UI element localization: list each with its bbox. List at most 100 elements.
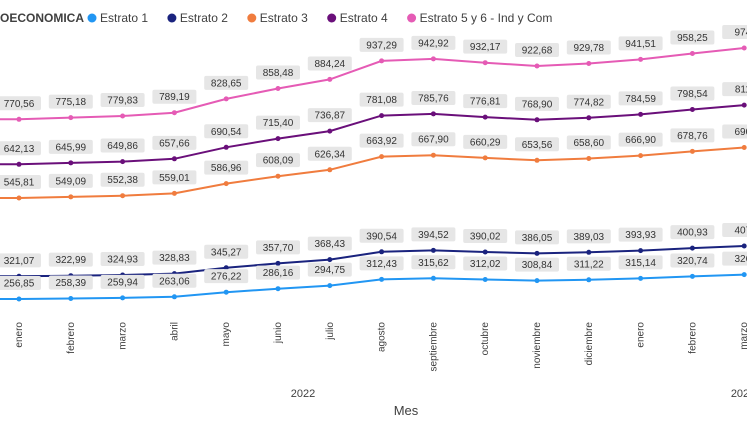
data-label: 828,65 xyxy=(211,78,242,89)
data-point[interactable] xyxy=(586,249,592,255)
x-tick-label: septiembre xyxy=(428,322,439,372)
data-label-bg xyxy=(256,153,300,168)
data-point[interactable] xyxy=(120,159,126,165)
data-point[interactable] xyxy=(223,265,229,271)
data-point[interactable] xyxy=(223,144,229,150)
data-point[interactable] xyxy=(689,273,695,279)
data-point[interactable] xyxy=(16,296,22,302)
data-point[interactable] xyxy=(327,167,333,173)
data-point[interactable] xyxy=(534,157,540,163)
data-point[interactable] xyxy=(689,148,695,154)
data-point[interactable] xyxy=(689,51,695,56)
data-label: 357,70 xyxy=(263,243,294,254)
data-point[interactable] xyxy=(16,161,22,167)
legend: OECONOMICA Estrato 1 Estrato 2 Estrato 3 Es… xyxy=(0,11,552,25)
data-point[interactable] xyxy=(586,115,592,121)
data-label-bg xyxy=(722,25,747,39)
data-point[interactable] xyxy=(171,190,177,196)
series-line xyxy=(0,146,745,199)
data-point[interactable] xyxy=(482,155,488,161)
data-point[interactable] xyxy=(327,283,333,289)
data-point[interactable] xyxy=(327,128,333,134)
data-label: 649,86 xyxy=(107,141,138,152)
data-label-bg xyxy=(152,135,197,150)
legend-entry[interactable]: Estrato 4 xyxy=(340,11,388,25)
data-point[interactable] xyxy=(638,248,644,254)
legend-entry[interactable]: Estrato 2 xyxy=(180,11,228,25)
data-point[interactable] xyxy=(586,61,592,66)
data-label-bg xyxy=(670,30,715,45)
data-point[interactable] xyxy=(171,110,177,116)
data-point[interactable] xyxy=(430,56,436,62)
data-point[interactable] xyxy=(120,193,126,199)
data-label-bg xyxy=(722,223,747,237)
data-label: 768,90 xyxy=(522,99,553,110)
data-point[interactable] xyxy=(534,117,540,123)
data-point[interactable] xyxy=(16,195,22,201)
data-point[interactable] xyxy=(275,286,281,292)
legend-entry[interactable]: Estrato 1 xyxy=(100,11,148,25)
data-label: 642,13 xyxy=(4,144,35,155)
data-point[interactable] xyxy=(430,247,436,253)
legend-entry[interactable]: Estrato 3 xyxy=(260,11,308,25)
data-point[interactable] xyxy=(638,275,644,281)
data-point[interactable] xyxy=(430,275,436,281)
data-point[interactable] xyxy=(741,272,747,278)
data-point[interactable] xyxy=(16,116,22,122)
data-labels: 256,85 258,39 259,94 263,06 276,22 286,16 294,… xyxy=(0,25,747,290)
data-point[interactable] xyxy=(120,295,126,301)
data-label: 781,08 xyxy=(366,95,397,106)
data-label: 858,48 xyxy=(263,68,294,79)
data-point[interactable] xyxy=(741,243,747,249)
data-point[interactable] xyxy=(689,107,695,112)
data-point[interactable] xyxy=(534,278,540,284)
data-label: 308,84 xyxy=(522,260,553,271)
data-point[interactable] xyxy=(223,96,229,102)
data-point[interactable] xyxy=(275,136,281,142)
data-point[interactable] xyxy=(482,277,488,282)
data-point[interactable] xyxy=(430,152,436,158)
data-point[interactable] xyxy=(68,296,74,301)
data-label: 653,56 xyxy=(522,140,553,151)
data-point[interactable] xyxy=(741,145,747,150)
data-point[interactable] xyxy=(171,156,177,162)
data-point[interactable] xyxy=(638,153,644,159)
data-point[interactable] xyxy=(275,173,281,179)
data-point[interactable] xyxy=(171,294,177,300)
data-point[interactable] xyxy=(586,277,592,283)
data-point[interactable] xyxy=(379,58,385,64)
data-point[interactable] xyxy=(534,63,540,69)
data-point[interactable] xyxy=(689,245,695,251)
data-point[interactable] xyxy=(741,45,747,51)
data-point[interactable] xyxy=(327,76,333,82)
data-label: 929,78 xyxy=(574,43,605,54)
data-point[interactable] xyxy=(223,181,229,187)
data-point[interactable] xyxy=(379,276,385,282)
data-point[interactable] xyxy=(586,156,592,161)
data-point[interactable] xyxy=(741,102,747,108)
data-point[interactable] xyxy=(482,114,488,120)
data-label: 322,99 xyxy=(56,255,87,266)
data-label-bg xyxy=(618,255,663,270)
data-point[interactable] xyxy=(223,289,229,295)
data-point[interactable] xyxy=(275,260,281,266)
data-point[interactable] xyxy=(430,111,436,117)
data-point[interactable] xyxy=(68,115,74,121)
data-point[interactable] xyxy=(379,249,385,255)
data-point[interactable] xyxy=(379,154,385,160)
x-tick-label: octubre xyxy=(480,322,491,356)
data-point[interactable] xyxy=(120,113,126,119)
data-point[interactable] xyxy=(68,194,74,200)
data-point[interactable] xyxy=(275,86,281,91)
data-point[interactable] xyxy=(534,250,540,256)
data-point[interactable] xyxy=(327,257,333,263)
data-label-bg xyxy=(100,274,145,289)
legend-entry[interactable]: Estrato 5 y 6 - Ind y Com xyxy=(420,11,553,25)
data-point[interactable] xyxy=(482,249,488,255)
data-point[interactable] xyxy=(638,56,644,62)
data-point[interactable] xyxy=(68,160,74,166)
data-point[interactable] xyxy=(638,111,644,117)
data-point[interactable] xyxy=(482,60,488,66)
data-point[interactable] xyxy=(379,113,385,119)
data-label: 958,25 xyxy=(677,33,708,44)
